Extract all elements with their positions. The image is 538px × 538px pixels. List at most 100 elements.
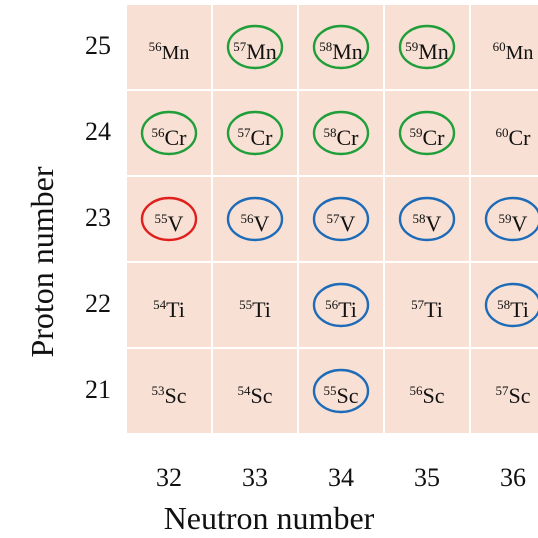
green-circle-marker bbox=[312, 110, 370, 156]
mass-number: 59 bbox=[409, 125, 423, 140]
nuclide-cell bbox=[471, 91, 538, 175]
nuclide-label: 58V bbox=[385, 208, 469, 235]
element-symbol: Sc bbox=[336, 383, 359, 408]
element-symbol: Ti bbox=[338, 297, 357, 322]
nuclide-label: 57Mn bbox=[213, 36, 297, 63]
nuclide-label: 59Mn bbox=[385, 36, 469, 63]
x-axis-title: Neutron number bbox=[163, 500, 375, 536]
nuclide-cell bbox=[471, 177, 538, 261]
nuclide-cell bbox=[127, 263, 211, 347]
y-tick-label: 25 bbox=[85, 31, 111, 60]
mass-number: 57 bbox=[237, 125, 251, 140]
mass-number: 58 bbox=[323, 125, 337, 140]
mass-number: 57 bbox=[411, 297, 425, 312]
element-symbol: V bbox=[339, 211, 356, 236]
nuclide-label: 55Sc bbox=[299, 380, 383, 407]
nuclide-label: 60Mn bbox=[471, 36, 538, 64]
element-symbol: Mn bbox=[161, 42, 190, 64]
nuclide-label: 58Cr bbox=[299, 122, 383, 149]
element-symbol: Cr bbox=[250, 125, 273, 150]
blue-circle-marker bbox=[484, 196, 538, 242]
nuclide-label: 57Sc bbox=[471, 380, 538, 407]
element-symbol: Mn bbox=[505, 42, 534, 64]
element-symbol: V bbox=[167, 211, 184, 236]
mass-number: 57 bbox=[495, 383, 509, 398]
nuclide-cell bbox=[471, 263, 538, 347]
element-symbol: Cr bbox=[336, 125, 359, 150]
element-symbol: Mn bbox=[246, 39, 277, 64]
mass-number: 59 bbox=[405, 39, 419, 54]
green-circle-marker bbox=[226, 24, 284, 70]
green-circle-marker bbox=[398, 24, 456, 70]
mass-number: 56 bbox=[148, 39, 162, 54]
element-symbol: V bbox=[511, 211, 528, 236]
mass-number: 58 bbox=[497, 297, 511, 312]
mass-number: 58 bbox=[412, 211, 426, 226]
green-circle-marker bbox=[226, 110, 284, 156]
y-tick-label: 22 bbox=[85, 289, 111, 318]
nuclide-cell bbox=[127, 5, 211, 89]
nuclide-label: 56Sc bbox=[385, 380, 469, 407]
element-symbol: Mn bbox=[332, 39, 363, 64]
blue-circle-marker bbox=[312, 196, 370, 242]
nuclide-label: 57Cr bbox=[213, 122, 297, 149]
x-tick-label: 35 bbox=[414, 463, 440, 492]
y-tick-label: 23 bbox=[85, 203, 111, 232]
element-symbol: Ti bbox=[166, 297, 185, 322]
nuclide-label: 59Cr bbox=[385, 122, 469, 149]
nuclide-cell bbox=[213, 349, 297, 433]
nuclide-label: 58Ti bbox=[471, 294, 538, 321]
mass-number: 56 bbox=[151, 125, 165, 140]
green-circle-marker bbox=[140, 110, 198, 156]
mass-number: 58 bbox=[319, 39, 333, 54]
mass-number: 55 bbox=[154, 211, 168, 226]
x-tick-label: 33 bbox=[242, 463, 268, 492]
mass-number: 57 bbox=[326, 211, 340, 226]
nuclide-cell bbox=[385, 349, 469, 433]
mass-number: 53 bbox=[151, 383, 165, 398]
element-symbol: Ti bbox=[510, 297, 529, 322]
element-symbol: Sc bbox=[422, 383, 445, 408]
blue-circle-marker bbox=[398, 196, 456, 242]
nuclide-label: 56V bbox=[213, 208, 297, 235]
element-symbol: Ti bbox=[252, 297, 271, 322]
mass-number: 57 bbox=[233, 39, 247, 54]
x-tick-label: 34 bbox=[328, 463, 354, 492]
nuclide-label: 56Mn bbox=[127, 36, 211, 64]
element-symbol: Sc bbox=[250, 383, 273, 408]
green-circle-marker bbox=[312, 24, 370, 70]
x-tick-label: 36 bbox=[500, 463, 526, 492]
blue-circle-marker bbox=[484, 282, 538, 328]
nuclide-label: 59V bbox=[471, 208, 538, 235]
nuclide-cell bbox=[471, 349, 538, 433]
mass-number: 54 bbox=[153, 297, 167, 312]
nuclide-label: 60Cr bbox=[471, 122, 538, 149]
element-symbol: V bbox=[425, 211, 442, 236]
mass-number: 55 bbox=[239, 297, 253, 312]
blue-circle-marker bbox=[312, 368, 370, 414]
element-symbol: Ti bbox=[424, 297, 443, 322]
nuclide-label: 53Sc bbox=[127, 380, 211, 407]
red-circle-marker bbox=[140, 196, 198, 242]
mass-number: 56 bbox=[409, 383, 423, 398]
nuclide-cell bbox=[471, 5, 538, 89]
nuclide-label: 56Ti bbox=[299, 294, 383, 321]
nuclide-label: 57V bbox=[299, 208, 383, 235]
green-circle-marker bbox=[398, 110, 456, 156]
mass-number: 55 bbox=[323, 383, 337, 398]
element-symbol: Sc bbox=[164, 383, 187, 408]
nuclide-cell bbox=[127, 349, 211, 433]
nuclide-label: 55V bbox=[127, 208, 211, 235]
y-tick-label: 21 bbox=[85, 375, 111, 404]
nuclide-label: 58Mn bbox=[299, 36, 383, 63]
nuclide-cell bbox=[213, 263, 297, 347]
blue-circle-marker bbox=[312, 282, 370, 328]
x-tick-label: 32 bbox=[156, 463, 182, 492]
element-symbol: V bbox=[253, 211, 270, 236]
mass-number: 56 bbox=[325, 297, 339, 312]
mass-number: 54 bbox=[237, 383, 251, 398]
nuclide-label: 57Ti bbox=[385, 294, 469, 321]
nuclide-cell bbox=[385, 263, 469, 347]
